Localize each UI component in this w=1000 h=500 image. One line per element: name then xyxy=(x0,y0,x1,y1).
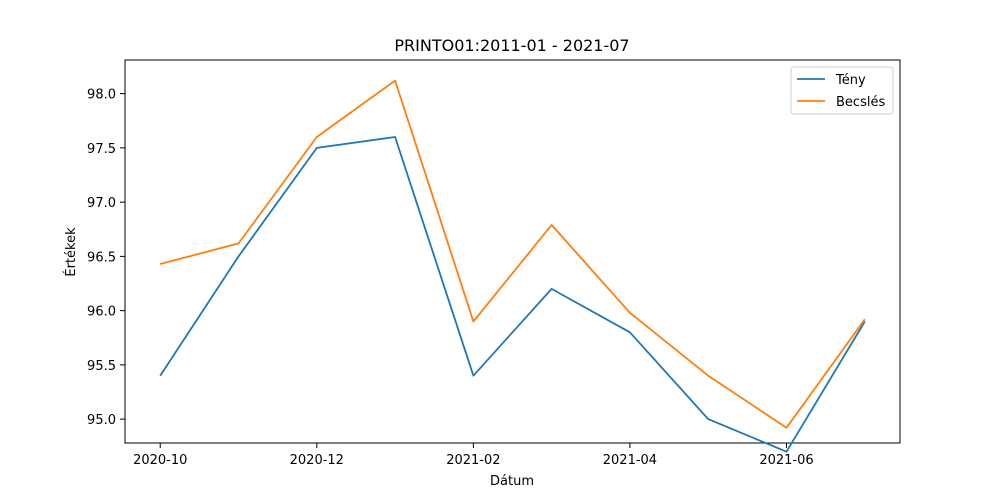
y-tick-label: 95.0 xyxy=(87,413,116,428)
y-tick-label: 96.0 xyxy=(87,305,116,320)
y-axis-title: Értékek xyxy=(63,227,79,277)
x-axis-title: Dátum xyxy=(490,474,534,489)
x-tick-label: 2021-02 xyxy=(446,453,500,468)
y-tick-label: 97.0 xyxy=(87,196,116,211)
x-axis: 2020-10 2020-12 2021-02 2021-04 2021-06 xyxy=(133,443,814,468)
series-line-tény xyxy=(159,136,866,453)
series-line-becslés xyxy=(159,79,866,429)
legend: Tény Becslés xyxy=(790,66,894,115)
plot-area-frame xyxy=(124,59,901,444)
x-tick-label: 2020-12 xyxy=(290,453,344,468)
legend-label: Becslés xyxy=(836,95,885,110)
x-tick-label: 2020-10 xyxy=(133,453,187,468)
y-tick-label: 96.5 xyxy=(87,250,116,265)
y-tick-label: 98.0 xyxy=(87,88,116,103)
x-tick-label: 2021-06 xyxy=(759,453,813,468)
chart-title: PRINTO01:2011-01 - 2021-07 xyxy=(394,36,629,55)
y-tick-label: 95.5 xyxy=(87,359,116,374)
series-lines xyxy=(159,79,866,453)
x-tick-label: 2021-04 xyxy=(603,453,657,468)
legend-label: Tény xyxy=(835,73,866,88)
y-axis: 95.0 95.5 96.0 96.5 97.0 97.5 98.0 xyxy=(87,88,125,428)
y-tick-label: 97.5 xyxy=(87,142,116,157)
